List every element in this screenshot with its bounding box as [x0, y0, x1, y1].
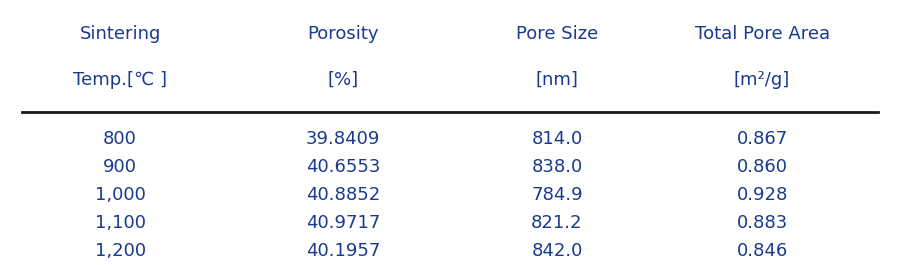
- Text: 814.0: 814.0: [531, 130, 582, 148]
- Text: 39.8409: 39.8409: [306, 130, 380, 148]
- Text: 1,200: 1,200: [94, 242, 146, 260]
- Text: Sintering: Sintering: [79, 25, 161, 43]
- Text: [%]: [%]: [328, 71, 358, 89]
- Text: 800: 800: [104, 130, 137, 148]
- Text: 900: 900: [104, 158, 137, 176]
- Text: 40.1957: 40.1957: [306, 242, 380, 260]
- Text: 40.6553: 40.6553: [306, 158, 380, 176]
- Text: 1,000: 1,000: [94, 186, 146, 204]
- Text: 0.883: 0.883: [736, 214, 788, 232]
- Text: 821.2: 821.2: [531, 214, 583, 232]
- Text: 0.860: 0.860: [736, 158, 788, 176]
- Text: Total Pore Area: Total Pore Area: [695, 25, 830, 43]
- Text: 0.867: 0.867: [736, 130, 788, 148]
- Text: [m²/g]: [m²/g]: [734, 71, 790, 89]
- Text: Pore Size: Pore Size: [516, 25, 598, 43]
- Text: 784.9: 784.9: [531, 186, 583, 204]
- Text: 40.8852: 40.8852: [306, 186, 380, 204]
- Text: 40.9717: 40.9717: [306, 214, 380, 232]
- Text: 838.0: 838.0: [531, 158, 582, 176]
- Text: [nm]: [nm]: [536, 71, 579, 89]
- Text: Porosity: Porosity: [307, 25, 379, 43]
- Text: 0.846: 0.846: [736, 242, 788, 260]
- Text: Temp.[℃ ]: Temp.[℃ ]: [73, 71, 167, 89]
- Text: 1,100: 1,100: [94, 214, 146, 232]
- Text: 0.928: 0.928: [736, 186, 788, 204]
- Text: 842.0: 842.0: [531, 242, 582, 260]
